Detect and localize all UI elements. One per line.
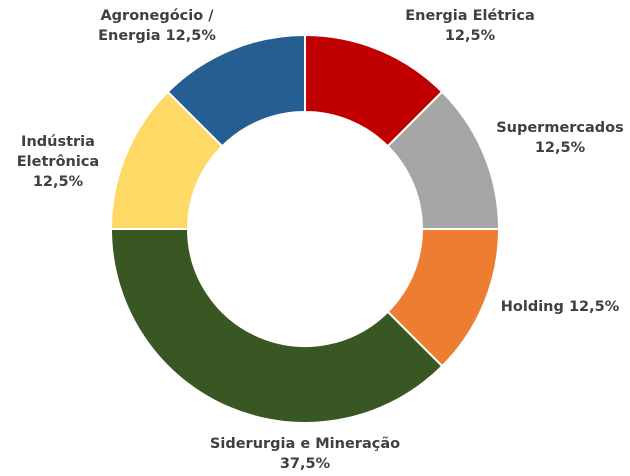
- category-label: Siderurgia e Mineração: [209, 436, 401, 452]
- value-label: 12,5%: [32, 174, 84, 190]
- value-label: 12,5%: [568, 299, 620, 315]
- data-label: Agronegócio / Energia 12,5%: [92, 6, 222, 46]
- data-label: Supermercados 12,5%: [490, 118, 630, 158]
- data-label: Holding 12,5%: [490, 297, 630, 317]
- data-label: Indústria Eletrônica 12,5%: [8, 132, 108, 192]
- category-label: Holding: [500, 299, 564, 315]
- category-label: Energia Elétrica: [405, 8, 535, 24]
- value-label: 12,5%: [165, 28, 216, 44]
- category-label: Agronegócio / Energia: [98, 8, 214, 44]
- data-label: Siderurgia e Mineração 37,5%: [185, 434, 425, 474]
- category-label: Supermercados: [496, 120, 624, 136]
- value-label: 37,5%: [279, 456, 331, 472]
- donut-segment: [109, 228, 444, 424]
- value-label: 12,5%: [534, 140, 586, 156]
- data-label: Energia Elétrica 12,5%: [405, 6, 535, 46]
- category-label: Indústria Eletrônica: [16, 134, 100, 170]
- donut-segment: [166, 33, 306, 148]
- value-label: 12,5%: [444, 28, 496, 44]
